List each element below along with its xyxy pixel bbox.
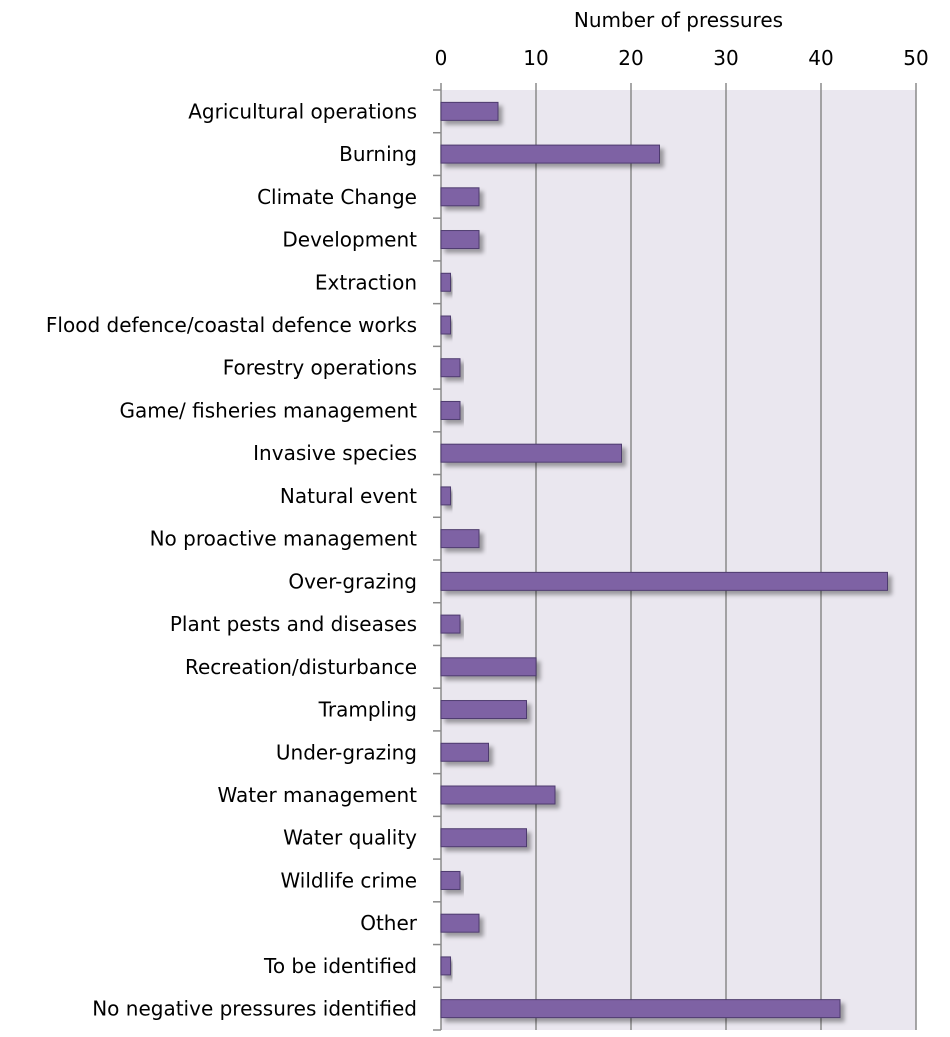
category-label: Over-grazing [288,569,417,593]
bar [440,657,537,677]
x-axis-ticks: 0 10 20 30 40 50 [435,46,929,90]
bar [440,999,841,1019]
bar [440,529,480,549]
category-label: Water quality [283,826,417,850]
category-label: No negative pressures identified [92,997,417,1021]
bar [440,742,489,762]
x-tick-label: 20 [618,46,643,70]
bar [440,785,556,805]
bar [440,187,480,207]
bar [440,486,451,506]
x-tick-label: 40 [808,46,833,70]
bar [440,400,461,420]
bar [440,870,461,890]
bar [440,700,527,720]
category-label: Recreation/disturbance [185,655,417,679]
category-labels: Agricultural operations Burning Climate Ch… [46,99,418,1020]
category-label: Flood defence/coastal defence works [46,313,417,337]
category-label: Forestry operations [223,356,417,380]
bar [440,230,480,250]
x-tick-label: 10 [523,46,548,70]
x-axis-title: Number of pressures [574,8,783,32]
category-label: To be identified [263,954,417,978]
category-label: Wildlife crime [280,868,417,892]
category-label: Game/ fisheries management [120,398,418,422]
category-label: No proactive management [150,527,418,551]
category-label: Plant pests and diseases [170,612,417,636]
category-label: Under-grazing [276,740,417,764]
bar [440,101,499,121]
category-label: Agricultural operations [188,99,417,123]
category-label: Water management [218,783,418,807]
bar [440,443,622,463]
category-label: Climate Change [257,185,417,209]
category-label: Natural event [280,484,417,508]
category-label: Development [282,228,417,252]
category-label: Other [360,911,418,935]
bar [440,913,480,933]
bar [440,144,660,164]
x-tick-label: 50 [903,46,928,70]
bar [440,828,527,848]
category-label: Invasive species [253,441,417,465]
category-label: Extraction [315,270,417,294]
category-label: Burning [339,142,417,166]
bar [440,315,451,335]
x-tick-label: 30 [713,46,738,70]
gridlines [535,90,917,1030]
bar [440,614,461,634]
category-label: Trampling [318,698,417,722]
bar [440,358,461,378]
bars [440,101,888,1019]
y-axis-ticks [433,89,441,1031]
plot-background [441,90,916,1030]
bar [440,956,451,976]
x-tick-label: 0 [435,46,448,70]
bar [440,571,888,591]
bar [440,272,451,292]
